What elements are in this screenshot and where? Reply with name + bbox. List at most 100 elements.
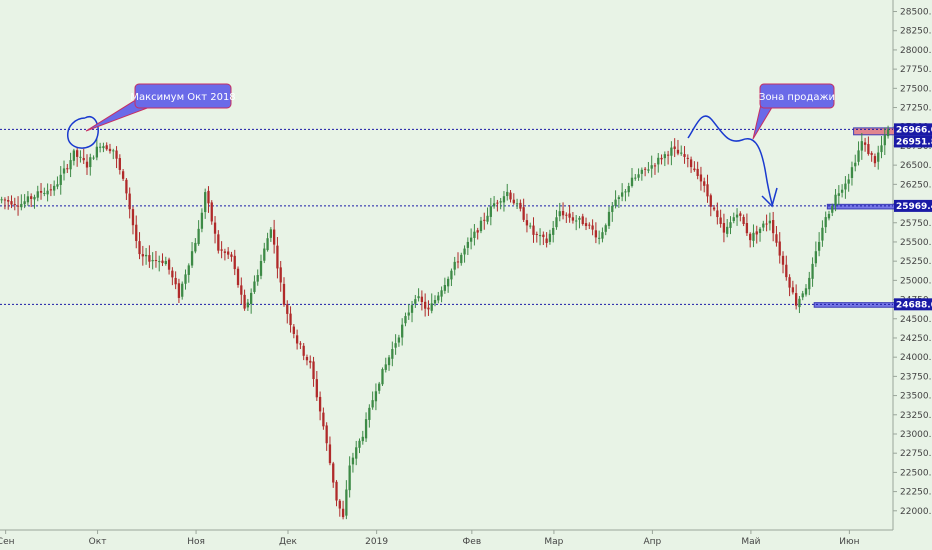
candle-body — [30, 196, 33, 199]
price-tick-label: 23250.0 — [900, 411, 932, 421]
candle-body — [174, 277, 177, 285]
candle-body — [883, 135, 886, 146]
candle-body — [515, 203, 519, 205]
candle-body — [217, 234, 220, 251]
candle-body — [696, 168, 699, 176]
candle-body — [558, 211, 561, 217]
candle-body — [749, 233, 752, 241]
candle-body — [775, 234, 778, 243]
candle-body — [266, 238, 269, 251]
highlight-circle — [67, 115, 99, 149]
candle-body — [256, 275, 259, 282]
candle-body — [200, 212, 204, 229]
candle-body — [634, 177, 637, 179]
candle-body — [118, 158, 121, 170]
candle-body — [378, 383, 381, 391]
candle-body — [854, 162, 857, 167]
time-tick-label: Май — [741, 537, 760, 547]
price-tick-label: 28500.0 — [900, 8, 932, 18]
candle-body — [20, 203, 23, 208]
candle-body — [522, 207, 525, 220]
candle-body — [509, 192, 512, 200]
candle-body — [781, 255, 785, 265]
candle-body — [171, 270, 174, 278]
candle-body — [289, 313, 292, 326]
price-tick-label: 24250.0 — [900, 334, 932, 344]
candle-body — [236, 268, 240, 286]
candle-body — [772, 220, 775, 234]
candle-body — [417, 296, 420, 299]
candle-body — [545, 238, 548, 244]
candle-body — [23, 201, 26, 205]
candle-body — [765, 223, 768, 225]
candle-body — [263, 248, 266, 261]
candle-body — [532, 225, 535, 235]
candle-body — [538, 235, 542, 237]
candle-body — [492, 203, 496, 207]
candle-body — [46, 190, 49, 195]
candle-body — [144, 254, 148, 257]
candle-body — [788, 277, 791, 288]
candle-body — [840, 189, 844, 193]
zones-layer — [813, 127, 932, 308]
candle-body — [850, 167, 854, 178]
candle-body — [26, 196, 30, 203]
price-tag — [894, 199, 932, 212]
candle-body — [814, 251, 817, 264]
time-tick-label: Фев — [463, 537, 482, 547]
candle-body — [886, 129, 890, 137]
candle-body — [680, 152, 683, 154]
candle-body — [66, 168, 69, 170]
candle-body — [351, 457, 355, 465]
candle-body — [827, 213, 831, 219]
candle-body — [138, 241, 141, 255]
candle-body — [368, 407, 371, 420]
candle-body — [223, 251, 227, 253]
price-tag-label: 26951.8 — [896, 137, 932, 147]
candle-body — [624, 191, 627, 193]
candle-body — [726, 226, 729, 234]
candle-body — [59, 174, 62, 185]
candle-body — [286, 304, 289, 314]
annotation-callouts: Максимум Окт 2018 Зона продажи — [85, 83, 835, 140]
candle-body — [785, 264, 788, 278]
candle-body — [394, 343, 397, 348]
callout-box — [134, 83, 232, 109]
candle-body — [637, 174, 640, 178]
candle-body — [213, 222, 217, 234]
candle-body — [181, 283, 184, 297]
callout-max-oct-2018: Максимум Окт 2018 — [85, 83, 236, 132]
candle-body — [808, 277, 811, 290]
candle-body — [473, 231, 476, 238]
candle-body — [575, 220, 578, 222]
candle-body — [542, 234, 545, 238]
candles-layer — [0, 125, 890, 520]
candle-body — [437, 295, 440, 301]
candle-body — [89, 157, 92, 168]
candle-body — [151, 259, 154, 262]
candle-body — [381, 369, 384, 385]
candle-body — [584, 223, 588, 227]
candle-body — [391, 349, 394, 359]
forecast-path — [687, 115, 773, 205]
candle-body — [798, 298, 801, 308]
candle-body — [752, 232, 755, 241]
candle-body — [643, 168, 647, 170]
candle-body — [407, 312, 410, 316]
price-tick-label: 27500.0 — [900, 84, 932, 94]
candle-body — [190, 251, 194, 266]
time-tick-label: 2019 — [365, 537, 388, 547]
candle-body — [335, 481, 338, 501]
candle-body — [272, 229, 276, 245]
candle-body — [253, 281, 256, 292]
candle-body — [479, 220, 483, 232]
candle-body — [230, 254, 233, 257]
candle-body — [791, 287, 795, 293]
candle-body — [440, 290, 443, 297]
candle-body — [141, 254, 144, 257]
price-tick-label: 27750.0 — [900, 65, 932, 75]
forecast-arrowhead — [761, 187, 778, 208]
candle-body — [647, 169, 650, 171]
candle-body — [341, 508, 345, 518]
candle-body — [194, 242, 197, 252]
